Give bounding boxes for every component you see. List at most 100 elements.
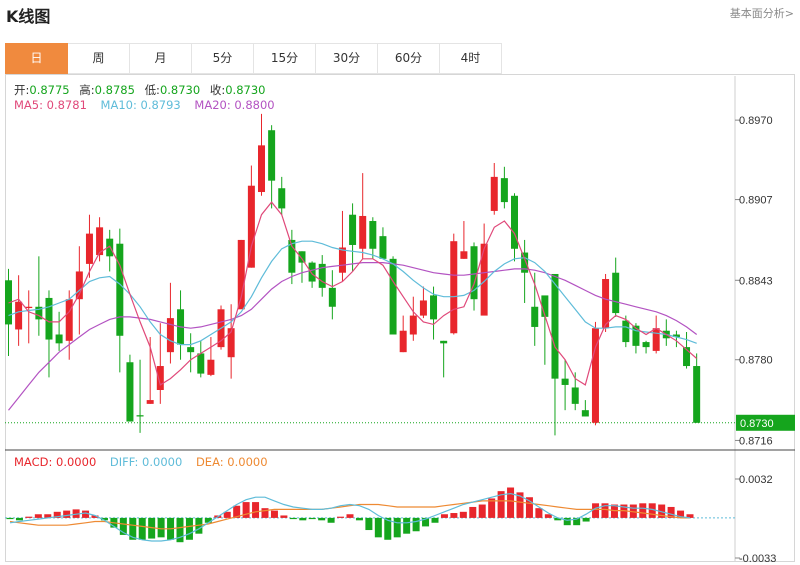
ma10-label: MA10: [100, 98, 137, 112]
candle-body [490, 176, 498, 211]
macd-bar [677, 510, 685, 518]
tab-month[interactable]: 月 [130, 43, 192, 74]
candle-body [470, 246, 478, 300]
candle-body [399, 330, 407, 353]
ma20-label: MA20: [194, 98, 231, 112]
close-label: 收: [209, 83, 226, 97]
macd-bar [242, 502, 250, 518]
macd-bar [592, 503, 600, 518]
candle-body [460, 251, 468, 259]
candle-body [116, 243, 124, 336]
macd-bar [525, 497, 533, 518]
y-tick-label: 0.8970 [739, 115, 773, 127]
macd-readout: MACD: 0.0000 DIFF: 0.0000 DEA: 0.0000 [14, 455, 278, 469]
diff-value: 0.0000 [142, 455, 183, 469]
candle-body [419, 300, 427, 316]
candle-body [55, 334, 63, 344]
macd-bar [544, 514, 552, 518]
dea-readout-item: DEA: 0.0000 [196, 455, 268, 469]
tab-day[interactable]: 日 [5, 43, 68, 74]
candle-body [308, 262, 316, 282]
macd-bar [91, 515, 99, 518]
candle-body [288, 239, 296, 273]
tab-week[interactable]: 周 [68, 43, 130, 74]
dea-label: DEA: [195, 455, 224, 469]
ma20-value: 0.8800 [234, 98, 275, 112]
candle-body [511, 195, 518, 249]
ohlc-readout: 开:0.8775 高:0.8785 低:0.8730 收:0.8730 [14, 82, 271, 98]
diff-line [9, 492, 691, 542]
macd-bar [185, 517, 193, 540]
macd-bar [327, 517, 335, 523]
macd-bar [53, 511, 61, 518]
macd-bar [431, 517, 439, 523]
candle-body [379, 236, 387, 259]
tab-60min[interactable]: 60分 [378, 43, 440, 74]
macd-bar [374, 517, 382, 538]
diff-readout-item: DIFF: 0.0000 [110, 455, 182, 469]
candle-body [227, 328, 235, 358]
macd-bar [393, 517, 401, 538]
macd-bar [488, 498, 496, 518]
dea-line [9, 500, 690, 530]
macd-bar [15, 517, 23, 521]
candle-body [571, 387, 579, 404]
macd-bar [601, 503, 609, 518]
ma-readout: MA5: 0.8781 MA10: 0.8793 MA20: 0.8800 [14, 98, 285, 112]
candle-body [318, 263, 326, 288]
candle-body [551, 273, 559, 379]
candle-body [430, 295, 438, 320]
macd-bar [667, 506, 675, 518]
y-tick-label: 0.8843 [739, 275, 773, 287]
macd-tick-label: 0.0032 [739, 474, 773, 486]
candle-body [672, 334, 680, 338]
candle-body [96, 227, 104, 256]
ma5-line [8, 201, 698, 386]
macd-bar [582, 517, 590, 522]
tab-4hour[interactable]: 4时 [440, 43, 502, 74]
macd-bar [34, 514, 42, 518]
macd-bar [44, 514, 52, 518]
candle-body [328, 287, 336, 307]
macd-bar [497, 491, 505, 518]
ma10-readout: MA10: 0.8793 [101, 98, 181, 112]
open-label: 开: [14, 83, 30, 97]
y-tick-label: 0.8907 [739, 195, 773, 207]
tab-30min[interactable]: 30分 [316, 43, 378, 74]
candle-body [197, 353, 205, 374]
candle-body [187, 347, 195, 353]
macd-bar [440, 514, 448, 518]
candle-body [207, 359, 215, 375]
fundamental-analysis-link[interactable]: 基本面分析> [729, 7, 794, 20]
candle-body [65, 299, 73, 341]
macd-bar [280, 515, 288, 518]
diff-label: DIFF: [109, 455, 139, 469]
macd-bar [563, 517, 571, 526]
candle-body [156, 366, 164, 390]
candle-body [683, 347, 691, 367]
macd-bar [573, 517, 581, 526]
candle-body [602, 279, 610, 329]
ma10-line [8, 240, 697, 346]
macd-bar [516, 492, 524, 518]
macd-bar [610, 504, 618, 518]
macd-bar [223, 511, 231, 518]
candle-body [693, 366, 701, 423]
candle-body [268, 130, 276, 181]
macd-bar [138, 517, 146, 540]
candle-body [146, 400, 154, 404]
y-tick-label: 0.8716 [739, 435, 773, 447]
tab-15min[interactable]: 15分 [254, 43, 316, 74]
macd-bar [308, 517, 316, 520]
macd-value: 0.0000 [56, 455, 97, 469]
tab-5min[interactable]: 5分 [192, 43, 254, 74]
candle-body [278, 188, 286, 209]
header: K线图 基本面分析> [0, 0, 800, 30]
macd-bar [100, 517, 108, 521]
candle-body [75, 271, 83, 300]
candle-body [531, 306, 539, 327]
macd-bar [82, 510, 90, 518]
ma5-readout: MA5: 0.8781 [14, 98, 87, 112]
macd-bar [403, 517, 411, 534]
